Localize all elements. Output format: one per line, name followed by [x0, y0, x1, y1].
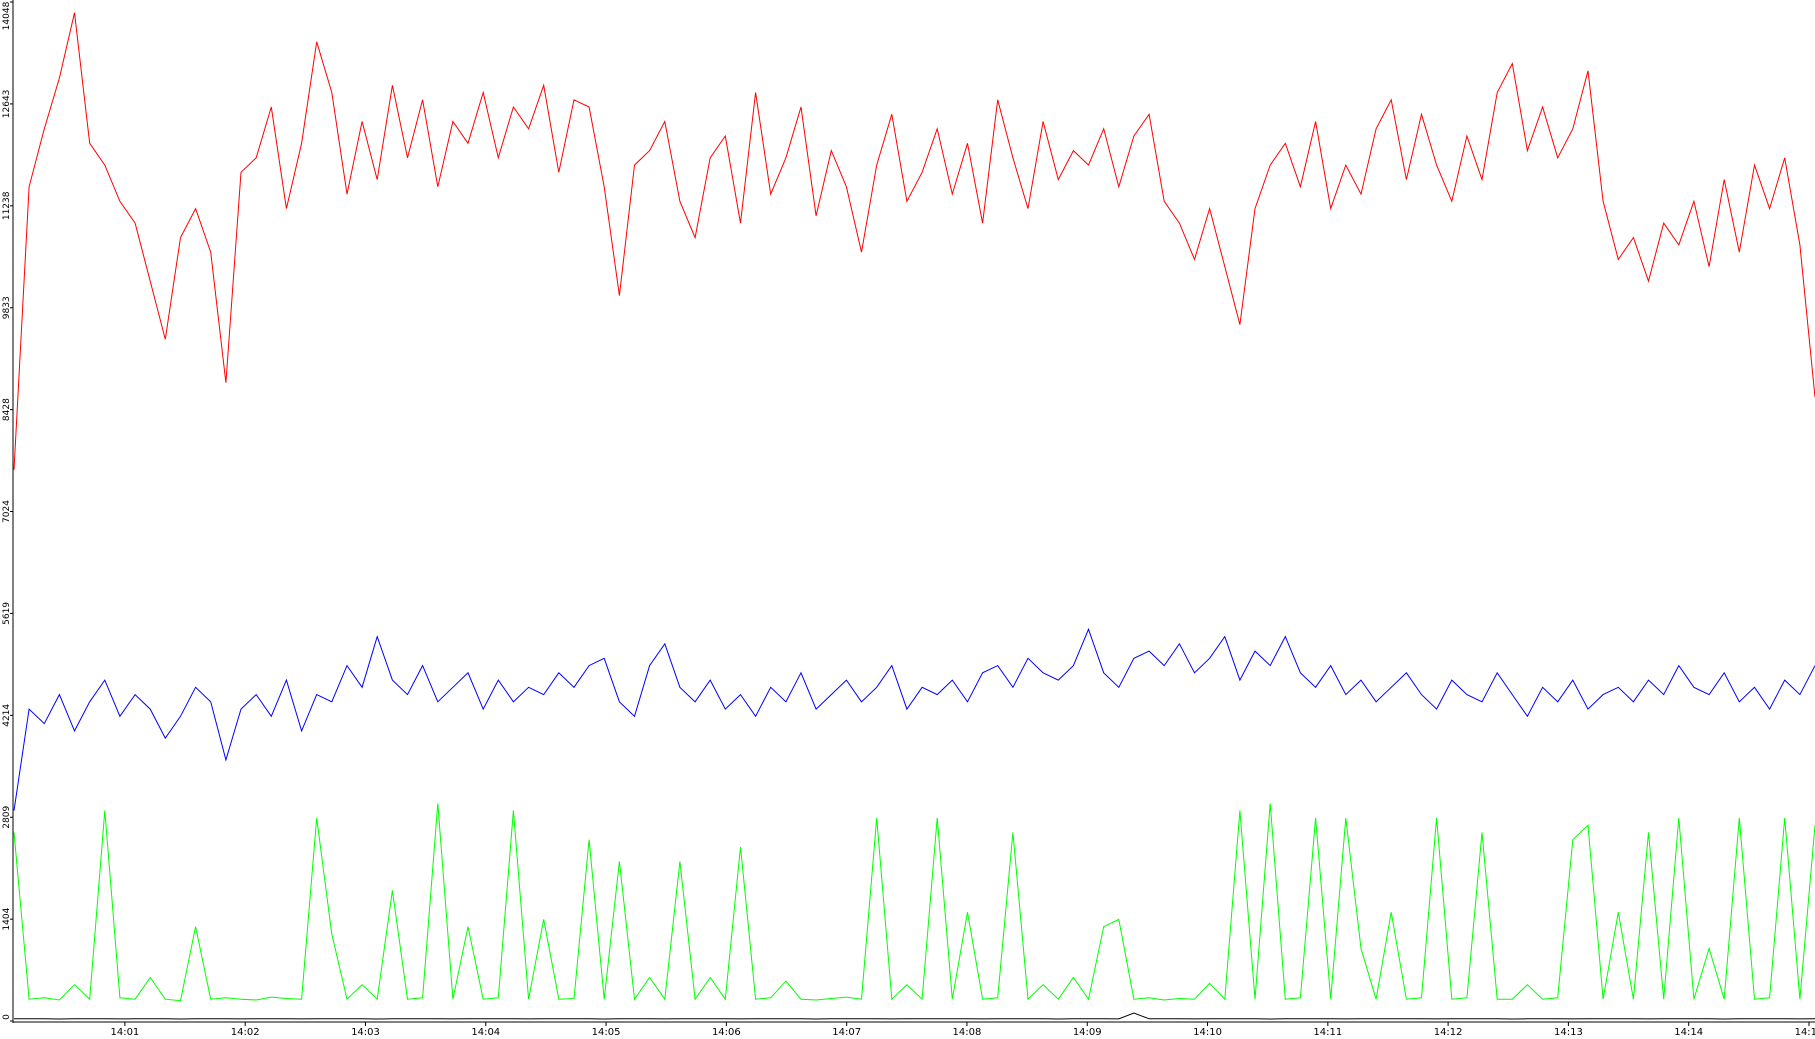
y-tick-label: 11238 [2, 191, 12, 220]
x-tick-label: 14:15 [1795, 1027, 1815, 1038]
series-line [13, 627, 1815, 811]
x-tick-label: 14:09 [1073, 1027, 1102, 1038]
y-tick-label: 14048 [2, 1, 12, 30]
series-line [14, 1012, 1815, 1020]
x-tick-label: 14:06 [712, 1027, 741, 1038]
x-tick-label: 14:11 [1313, 1027, 1342, 1038]
y-tick-label: 1404 [2, 907, 12, 930]
x-tick-label: 14:05 [592, 1027, 621, 1038]
x-tick-label: 14:07 [832, 1027, 861, 1038]
x-tick-label: 14:03 [351, 1027, 380, 1038]
x-tick-label: 14:14 [1674, 1027, 1703, 1038]
x-tick-label: 14:01 [110, 1027, 139, 1038]
x-tick-label: 14:04 [471, 1027, 500, 1038]
y-tick-label: 4214 [2, 704, 12, 727]
y-tick-label: 7024 [2, 500, 12, 523]
y-tick-label: 5619 [2, 602, 12, 625]
x-tick-label: 14:02 [231, 1027, 260, 1038]
y-tick-label: 9833 [2, 296, 12, 319]
series-line [13, 803, 1815, 1002]
x-tick-label: 14:08 [953, 1027, 982, 1038]
y-tick-label: 8428 [2, 398, 12, 421]
x-tick-label: 14:10 [1193, 1027, 1222, 1038]
y-tick-label: 0 [2, 1014, 12, 1020]
series-line [13, 12, 1815, 470]
y-tick-label: 12643 [2, 90, 12, 119]
x-tick-label: 14:13 [1554, 1027, 1583, 1038]
x-tick-label: 14:12 [1434, 1027, 1463, 1038]
y-tick-label: 2809 [2, 806, 12, 829]
